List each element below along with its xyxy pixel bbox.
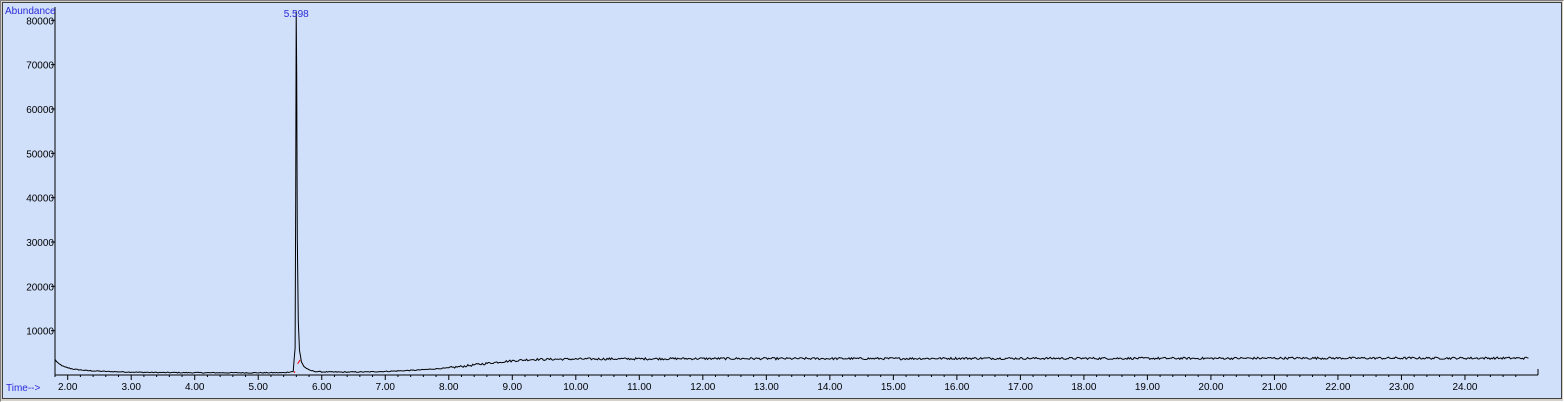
x-tick-label: 19.00: [1135, 382, 1160, 393]
x-tick-label: 24.00: [1452, 382, 1477, 393]
y-tick-label: 60000: [26, 105, 54, 116]
x-tick-label: 8.00: [439, 382, 459, 393]
x-tick-label: 4.00: [185, 382, 205, 393]
chromatogram-chart: 10000 20000 30000 40000 50000 60000 70000 80000…: [5, 6, 1539, 394]
x-tick-label: 11.00: [627, 382, 652, 393]
x-tick-label: 13.00: [754, 382, 779, 393]
x-tick-label: 2.00: [58, 382, 78, 393]
x-tick-label: 5.00: [249, 382, 269, 393]
x-tick-label: 9.00: [503, 382, 523, 393]
x-axis-title: Time-->: [6, 383, 41, 394]
integration-baseline-left: [293, 371, 296, 374]
x-tick-label: 12.00: [690, 382, 715, 393]
x-tick-label: 16.00: [944, 382, 969, 393]
x-tick-label: 22.00: [1325, 382, 1350, 393]
axes-layer: [51, 7, 1539, 380]
y-tick-label: 10000: [26, 327, 54, 338]
y-axis-title: Abundance: [5, 6, 56, 17]
x-tick-label: 6.00: [312, 382, 332, 393]
x-tick-label: 23.00: [1389, 382, 1414, 393]
peak-label: 5.598: [284, 9, 309, 20]
x-tick-label: 18.00: [1071, 382, 1096, 393]
label-layer: 10000 20000 30000 40000 50000 60000 70000 80000…: [5, 6, 1478, 394]
data-layer: [54, 11, 1529, 374]
x-tick-label: 14.00: [817, 382, 842, 393]
integration-baseline-right: [297, 359, 301, 365]
x-tick-label: 15.00: [881, 382, 906, 393]
chromatogram-trace: [54, 11, 1529, 374]
y-tick-label: 80000: [26, 16, 54, 27]
x-tick-label: 20.00: [1198, 382, 1223, 393]
y-tick-label: 40000: [26, 194, 54, 205]
y-tick-label: 50000: [26, 149, 54, 160]
x-tick-label: 21.00: [1262, 382, 1287, 393]
x-tick-label: 17.00: [1008, 382, 1033, 393]
y-tick-label: 70000: [26, 61, 54, 72]
x-tick-label: 3.00: [121, 382, 141, 393]
x-tick-label: 10.00: [563, 382, 588, 393]
y-tick-label: 30000: [26, 238, 54, 249]
y-tick-label: 20000: [26, 282, 54, 293]
x-tick-label: 7.00: [376, 382, 396, 393]
